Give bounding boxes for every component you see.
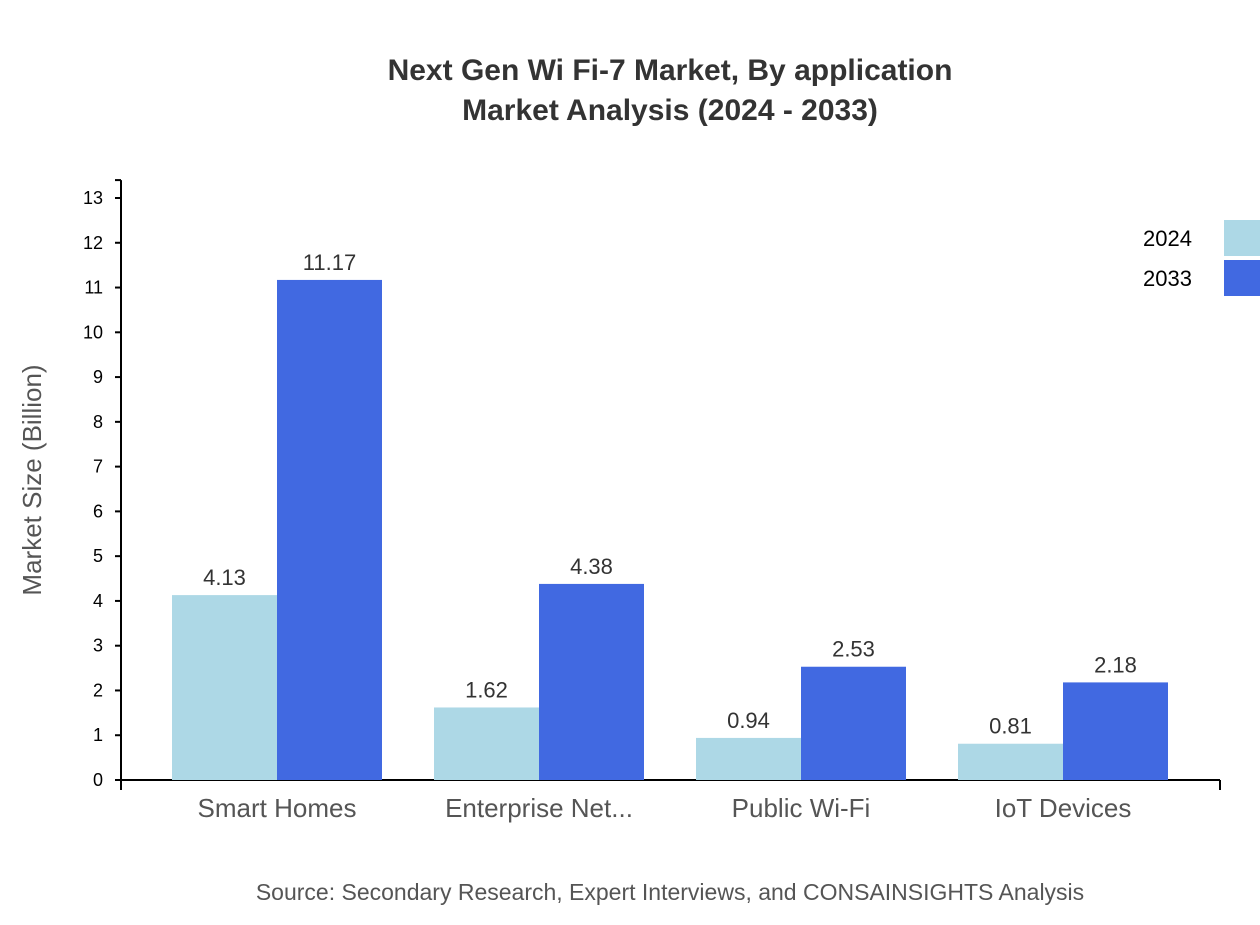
- bar-2033: [539, 583, 644, 780]
- bar-2033: [277, 279, 382, 780]
- x-tick-label: Smart Homes: [198, 793, 357, 823]
- y-tick-label: 7: [93, 457, 103, 477]
- x-tick-label: Public Wi-Fi: [732, 793, 871, 823]
- data-label: 1.62: [465, 677, 508, 702]
- data-label: 2.53: [832, 637, 875, 662]
- y-tick-label: 13: [83, 188, 103, 208]
- bar-2024: [172, 595, 277, 780]
- y-tick-label: 1: [93, 725, 103, 745]
- data-label: 4.38: [570, 554, 613, 579]
- bar-2033: [1063, 682, 1168, 780]
- y-tick-label: 0: [93, 770, 103, 790]
- y-tick-label: 8: [93, 412, 103, 432]
- bar-2024: [696, 737, 801, 780]
- y-tick-label: 5: [93, 546, 103, 566]
- y-axis-label: Market Size (Billion): [17, 364, 47, 595]
- bar-2033: [801, 666, 906, 780]
- data-label: 0.94: [727, 708, 770, 733]
- y-tick-label: 10: [83, 322, 103, 342]
- data-label: 0.81: [989, 714, 1032, 739]
- legend-label: 2024: [1143, 226, 1192, 251]
- legend-swatch: [1224, 220, 1260, 256]
- x-tick-label: Enterprise Net...: [445, 793, 633, 823]
- bar-2024: [434, 707, 539, 780]
- y-tick-label: 9: [93, 367, 103, 387]
- data-label: 2.18: [1094, 652, 1137, 677]
- y-tick-label: 6: [93, 501, 103, 521]
- data-label: 11.17: [303, 250, 356, 275]
- bar-2024: [958, 743, 1063, 780]
- data-label: 4.13: [203, 565, 246, 590]
- y-tick-label: 12: [83, 233, 103, 253]
- y-tick-label: 11: [84, 278, 103, 298]
- y-tick-label: 3: [93, 636, 103, 656]
- y-tick-label: 4: [93, 591, 103, 611]
- y-tick-label: 2: [93, 680, 103, 700]
- legend-swatch: [1224, 260, 1260, 296]
- x-tick-label: IoT Devices: [995, 793, 1132, 823]
- legend-label: 2033: [1143, 266, 1192, 291]
- source-note: Source: Secondary Research, Expert Inter…: [256, 879, 1084, 905]
- chart-title: Next Gen Wi Fi-7 Market, By application: [388, 54, 953, 87]
- chart-subtitle: Market Analysis (2024 - 2033): [462, 94, 878, 127]
